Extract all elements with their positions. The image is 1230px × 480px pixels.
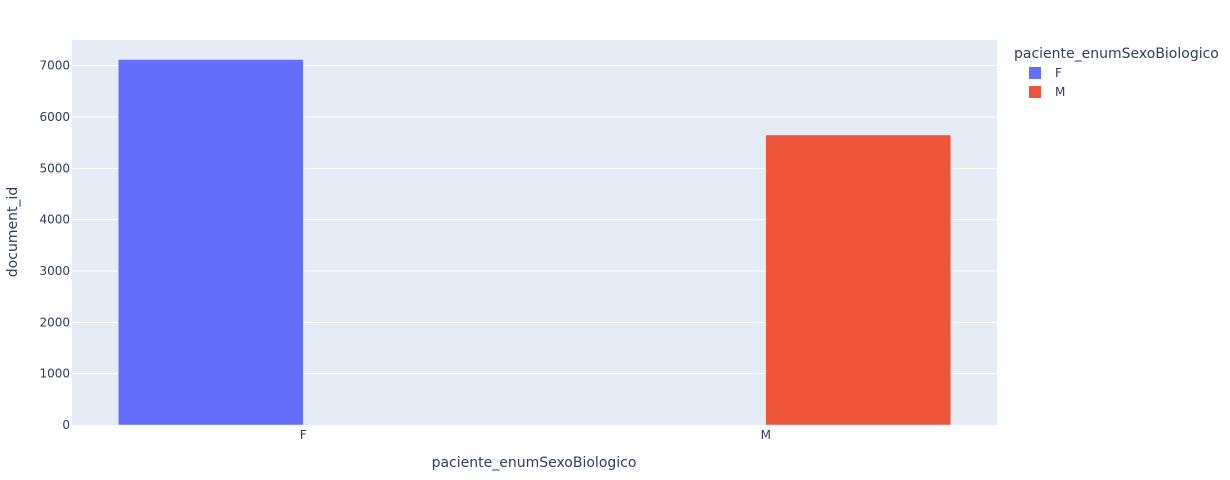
y-axis-ticks: 0 1000 2000 3000 4000 5000 6000 7000 bbox=[39, 59, 70, 432]
legend-swatch-M[interactable] bbox=[1029, 86, 1041, 98]
y-axis-title: document_id bbox=[5, 187, 21, 277]
bar-F[interactable] bbox=[118, 59, 304, 426]
x-tick-label: F bbox=[300, 428, 307, 442]
y-tick-label: 0 bbox=[62, 418, 70, 432]
x-axis-title: paciente_enumSexoBiologico bbox=[432, 455, 637, 471]
y-tick-label: 1000 bbox=[39, 367, 70, 381]
legend-title: paciente_enumSexoBiologico bbox=[1014, 46, 1219, 62]
legend-label[interactable]: F bbox=[1055, 66, 1062, 80]
y-tick-label: 6000 bbox=[39, 110, 70, 124]
legend-items: FM bbox=[1029, 66, 1065, 99]
x-tick-label: M bbox=[761, 428, 771, 442]
y-tick-label: 7000 bbox=[39, 59, 70, 73]
y-tick-label: 3000 bbox=[39, 264, 70, 278]
y-tick-label: 5000 bbox=[39, 161, 70, 175]
y-tick-label: 2000 bbox=[39, 315, 70, 329]
bars bbox=[118, 59, 951, 426]
legend-swatch-F[interactable] bbox=[1029, 67, 1041, 79]
legend: paciente_enumSexoBiologico FM bbox=[1014, 46, 1219, 99]
y-tick-label: 4000 bbox=[39, 213, 70, 227]
legend-label[interactable]: M bbox=[1055, 85, 1065, 99]
bar-M[interactable] bbox=[765, 134, 951, 426]
